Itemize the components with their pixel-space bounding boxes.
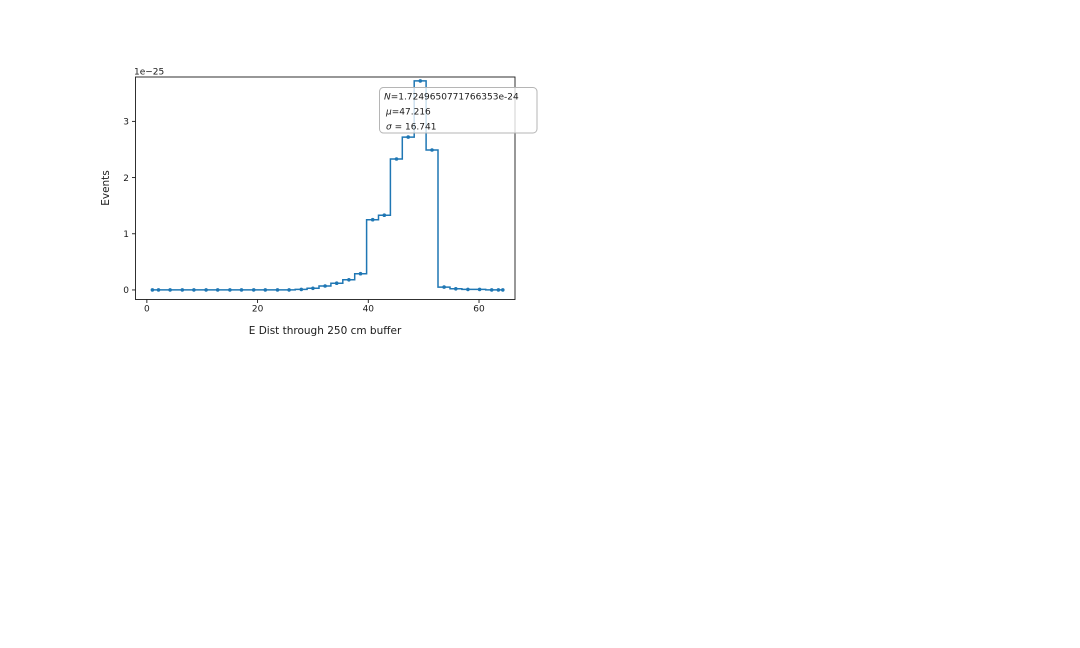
data-point-marker — [311, 286, 315, 291]
data-point-marker — [394, 157, 399, 161]
data-point-marker — [477, 287, 482, 292]
annotation-line-n: N=1.7249650771766353e-24 — [384, 93, 519, 103]
data-point-marker — [204, 288, 208, 292]
data-point-marker — [442, 285, 446, 289]
data-point-marker — [228, 288, 232, 292]
data-point-marker — [466, 287, 470, 292]
data-point-marker — [150, 288, 155, 292]
data-point-marker — [430, 148, 434, 152]
data-point-marker — [239, 288, 244, 292]
histogram-step-line — [152, 80, 503, 291]
data-point-marker — [263, 288, 268, 292]
x-tick-label: 20 — [252, 305, 264, 315]
data-point-marker — [382, 213, 387, 217]
x-axis-label: E Dist through 250 cm buffer — [249, 325, 402, 337]
data-point-marker — [215, 288, 220, 292]
data-point-marker — [489, 288, 494, 292]
annotation-line-mu: μ=47.216 — [385, 108, 431, 118]
y-tick-label: 0 — [123, 286, 129, 296]
data-point-marker — [406, 135, 411, 139]
data-point-marker — [287, 288, 291, 292]
data-point-marker — [156, 288, 161, 292]
x-tick-label: 0 — [144, 305, 150, 315]
data-point-marker — [192, 288, 196, 292]
annotation-line-sigma: σ = 16.741 — [386, 123, 436, 133]
y-tick-label: 3 — [123, 118, 129, 128]
axes-spines — [135, 76, 516, 300]
x-tick-label: 60 — [473, 305, 485, 315]
data-point-marker — [418, 79, 423, 83]
data-point-marker — [251, 288, 256, 292]
data-point-marker — [370, 217, 375, 222]
y-axis-label: Events — [100, 170, 112, 206]
data-point-marker — [347, 278, 351, 282]
plot-area: 0 20 40 60 0 1 2 3 — [123, 76, 516, 315]
data-point-marker — [180, 288, 185, 292]
stats-annotation-box: N=1.7249650771766353e-24 μ=47.216 σ = 16… — [379, 87, 538, 134]
data-point-marker — [323, 284, 327, 288]
data-point-marker — [334, 281, 339, 286]
data-point-marker — [168, 288, 172, 292]
data-point-marker — [454, 287, 458, 291]
data-point-marker — [501, 288, 505, 292]
x-tick-label: 40 — [363, 305, 375, 315]
y-tick-label: 1 — [123, 230, 129, 240]
data-point-marker — [496, 288, 501, 292]
data-point-marker — [299, 287, 304, 292]
data-point-marker — [358, 271, 363, 276]
data-point-marker — [275, 288, 280, 292]
y-axis-offset-label: 1e−25 — [134, 68, 164, 78]
y-tick-label: 2 — [123, 174, 129, 184]
annotation-background — [379, 87, 538, 134]
